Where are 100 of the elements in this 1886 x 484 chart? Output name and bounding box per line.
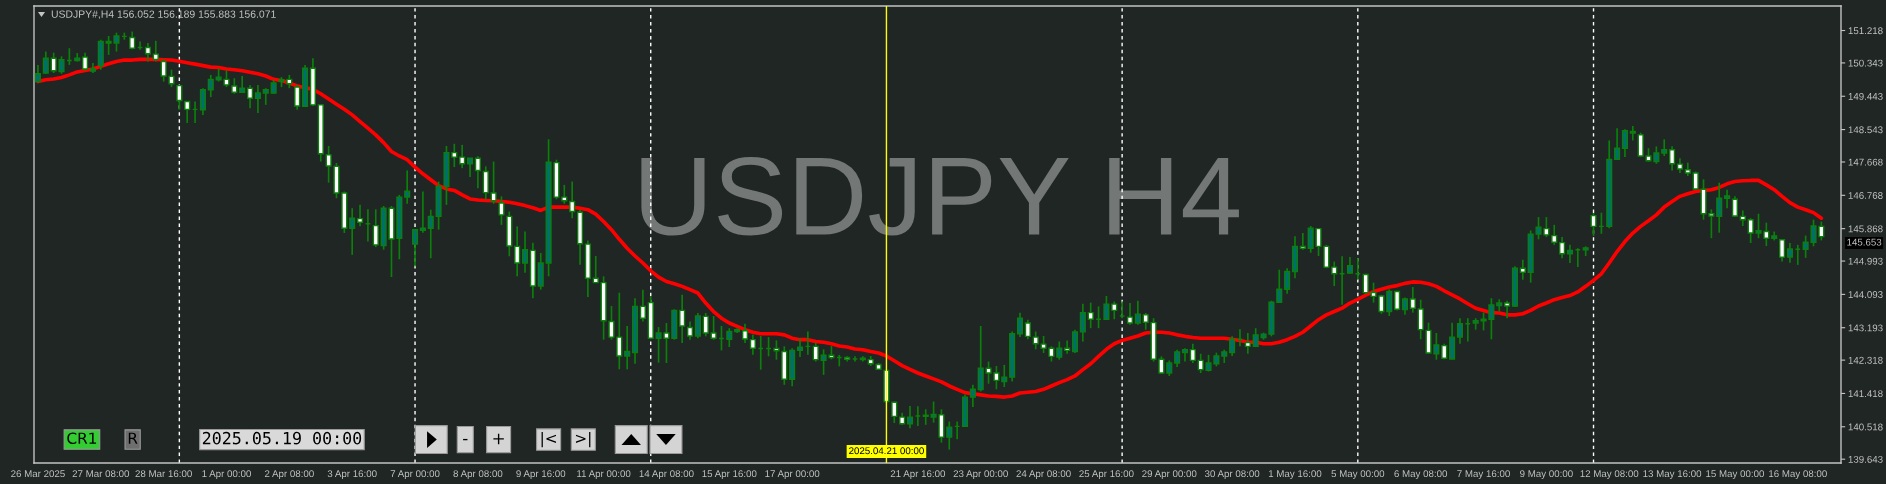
- y-tick-label: 147.668: [1848, 158, 1883, 166]
- candlestick: [639, 288, 646, 323]
- candlestick: [1614, 127, 1621, 161]
- candlestick: [977, 325, 984, 393]
- x-tick-label: 1 May 16:00: [1268, 470, 1322, 480]
- candlestick: [1629, 125, 1636, 142]
- candlestick: [404, 169, 411, 205]
- annotation: R: [128, 432, 138, 444]
- y-tick-label: 145.868: [1848, 225, 1883, 233]
- candlestick: [1621, 128, 1628, 158]
- x-tick-label: 14 Apr 08:00: [639, 470, 694, 480]
- candlestick: [702, 312, 709, 338]
- candlestick: [372, 208, 379, 248]
- candlestick: [482, 165, 489, 201]
- candlestick: [686, 320, 694, 341]
- candlestick: [411, 228, 419, 268]
- x-tick-label: 13 May 16:00: [1643, 470, 1702, 480]
- candlestick: [514, 225, 521, 278]
- candlestick: [184, 100, 191, 124]
- x-tick-label: 29 Apr 00:00: [1142, 470, 1197, 480]
- candlestick: [710, 315, 717, 341]
- y-tick-label: 140.518: [1848, 423, 1883, 431]
- y-tick-label: 144.093: [1848, 291, 1883, 298]
- x-tick-label: 15 May 00:00: [1706, 470, 1765, 480]
- candlestick: [1417, 298, 1424, 341]
- candlestick: [294, 84, 301, 111]
- candlestick: [498, 195, 505, 226]
- candlestick: [199, 87, 206, 116]
- x-tick-label: 24 Apr 08:00: [1016, 470, 1071, 480]
- annotation: 2025.05.19 00:00: [202, 431, 362, 445]
- candlestick: [419, 190, 426, 234]
- annotation: >|: [575, 431, 591, 448]
- y-tick-label: 148.543: [1848, 126, 1883, 134]
- x-tick-label: 30 Apr 08:00: [1204, 470, 1260, 480]
- candlestick: [1071, 328, 1079, 354]
- candlestick: [537, 252, 544, 291]
- x-tick-label: 2025.04.21 00:00: [849, 447, 924, 455]
- candlestick: [624, 325, 631, 371]
- candlestick: [1064, 339, 1071, 355]
- candlestick: [144, 42, 151, 63]
- y-tick-label: 142.318: [1848, 356, 1883, 364]
- candlestick: [1496, 298, 1503, 313]
- x-tick-label: 9 Apr 16:00: [516, 470, 566, 480]
- x-tick-label: 28 Mar 16:00: [135, 470, 192, 478]
- candlestick: [922, 408, 929, 426]
- y-tick-label: 143.193: [1848, 324, 1883, 332]
- x-tick-label: 27 Mar 08:00: [72, 470, 130, 478]
- candlestick: [1724, 188, 1731, 210]
- x-tick-label: 2 Apr 08:00: [264, 470, 314, 480]
- candlestick: [726, 327, 733, 348]
- candlestick: [569, 180, 576, 220]
- candlestick: [1449, 321, 1456, 361]
- candlestick: [906, 405, 914, 430]
- candlestick: [356, 204, 364, 228]
- candlestick: [1276, 268, 1283, 304]
- candlestick: [1126, 302, 1134, 326]
- x-tick-label: 26 Mar 2025: [11, 470, 65, 478]
- y-tick-label: 151.218: [1848, 27, 1883, 35]
- candlestick: [749, 334, 756, 356]
- candlestick: [349, 207, 356, 256]
- annotation: -: [463, 438, 468, 441]
- candlestick: [247, 84, 254, 110]
- candlestick: [1669, 145, 1676, 172]
- candlestick: [1456, 317, 1464, 345]
- annotation: CR1: [67, 432, 97, 444]
- candlestick: [521, 230, 529, 274]
- x-tick-label: 11 Apr 00:00: [577, 470, 631, 480]
- x-tick-label: 23 Apr 00:00: [953, 470, 1008, 480]
- candlestick: [1716, 181, 1723, 234]
- candlestick: [773, 339, 780, 361]
- candlestick: [1134, 299, 1141, 326]
- candlestick: [694, 312, 701, 340]
- y-tick-label: 141.418: [1848, 390, 1883, 398]
- candlestick: [1056, 340, 1063, 361]
- candlestick: [812, 341, 819, 363]
- y-tick-label: 149.443: [1848, 92, 1883, 100]
- candlestick: [1229, 335, 1236, 357]
- x-tick-label: 7 May 16:00: [1457, 470, 1510, 480]
- chart-title: USDJPY#,H4 156.052 156.189 155.883 156.071: [51, 10, 276, 20]
- x-tick-label: 6 May 08:00: [1394, 470, 1448, 480]
- candlestick: [1087, 301, 1094, 330]
- x-tick-label: 17 Apr 00:00: [765, 470, 820, 480]
- candlestick: [490, 160, 497, 205]
- x-tick-label: 16 May 08:00: [1769, 470, 1827, 480]
- y-tick-label: 144.993: [1848, 257, 1883, 265]
- candlestick: [459, 144, 466, 170]
- y-tick-label: 150.343: [1848, 59, 1883, 67]
- x-tick-label: 12 May 08:00: [1580, 470, 1639, 480]
- candlestick: [1016, 311, 1024, 338]
- x-tick-label: 1 Apr 00:00: [202, 470, 251, 480]
- candlestick: [1786, 242, 1793, 264]
- candlestick: [741, 322, 749, 344]
- y-tick-label: 139.643: [1848, 455, 1883, 463]
- x-tick-label: 9 May 00:00: [1520, 470, 1573, 480]
- x-tick-label: 5 May 00:00: [1331, 470, 1385, 480]
- candlestick: [427, 208, 434, 260]
- candlestick: [254, 84, 261, 114]
- candlestick: [1001, 364, 1008, 388]
- candlestick: [1244, 332, 1251, 355]
- x-tick-label: 7 Apr 00:00: [390, 470, 440, 480]
